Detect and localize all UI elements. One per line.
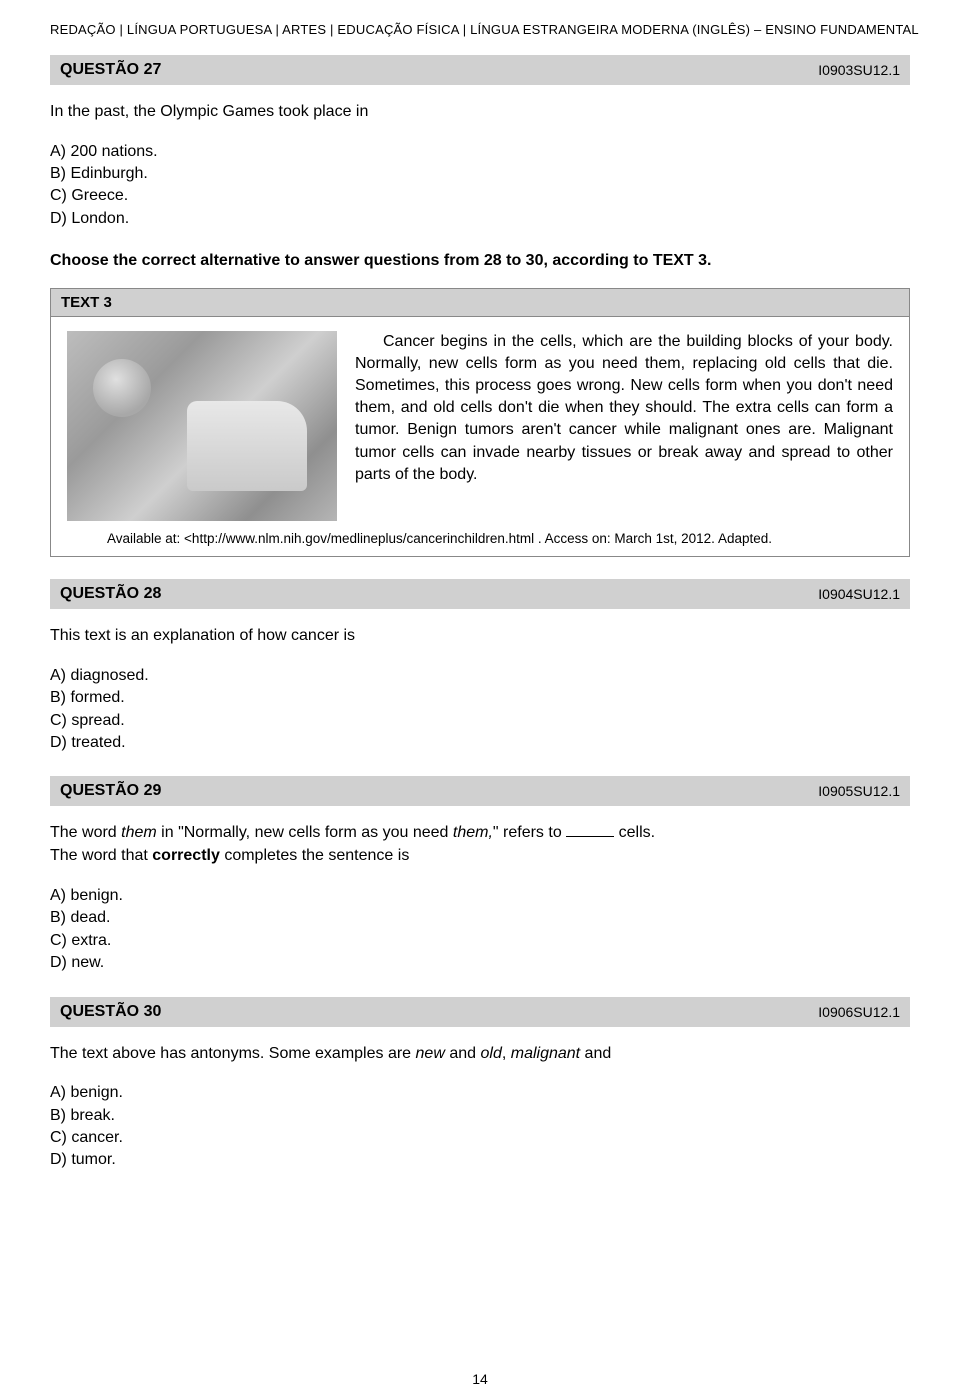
q30-option-d[interactable]: D) tumor.	[50, 1149, 910, 1171]
question-27-options: A) 200 nations. B) Edinburgh. C) Greece.…	[50, 141, 910, 231]
question-29-code: I0905SU12.1	[818, 783, 900, 799]
question-29-bar: QUESTÃO 29 I0905SU12.1	[50, 776, 910, 806]
q28-option-c[interactable]: C) spread.	[50, 710, 910, 732]
q29-option-d[interactable]: D) new.	[50, 952, 910, 974]
q29-stem-part: " refers to	[493, 824, 566, 841]
q29-stem-line2-post: completes the sentence is	[220, 847, 409, 864]
text-3-citation: Available at: <http://www.nlm.nih.gov/me…	[67, 531, 893, 546]
text-3-body: Cancer begins in the cells, which are th…	[51, 317, 909, 556]
q30-option-b[interactable]: B) break.	[50, 1105, 910, 1127]
question-27-title: QUESTÃO 27	[60, 61, 161, 79]
q27-option-b[interactable]: B) Edinburgh.	[50, 163, 910, 185]
text-3-passage: Cancer begins in the cells, which are th…	[355, 331, 893, 486]
question-28-code: I0904SU12.1	[818, 586, 900, 602]
question-30-title: QUESTÃO 30	[60, 1003, 161, 1021]
q30-stem-part: The text above has antonyms. Some exampl…	[50, 1045, 416, 1062]
q28-option-d[interactable]: D) treated.	[50, 732, 910, 754]
q29-option-b[interactable]: B) dead.	[50, 907, 910, 929]
question-29-title: QUESTÃO 29	[60, 782, 161, 800]
q30-option-a[interactable]: A) benign.	[50, 1082, 910, 1104]
q29-stem-part: in "Normally, new cells form as you need	[157, 824, 453, 841]
question-29-options: A) benign. B) dead. C) extra. D) new.	[50, 885, 910, 975]
question-30-code: I0906SU12.1	[818, 1004, 900, 1020]
question-28-stem: This text is an explanation of how cance…	[50, 625, 910, 647]
q29-option-a[interactable]: A) benign.	[50, 885, 910, 907]
question-27-code: I0903SU12.1	[818, 62, 900, 78]
q27-option-c[interactable]: C) Greece.	[50, 185, 910, 207]
q28-option-b[interactable]: B) formed.	[50, 687, 910, 709]
q27-option-d[interactable]: D) London.	[50, 208, 910, 230]
q30-italic-old: old	[480, 1045, 501, 1062]
q30-stem-part: and	[580, 1045, 611, 1062]
question-27-stem: In the past, the Olympic Games took plac…	[50, 101, 910, 123]
question-28-options: A) diagnosed. B) formed. C) spread. D) t…	[50, 665, 910, 755]
q29-stem-italic-2: them,	[453, 824, 493, 841]
q29-option-c[interactable]: C) extra.	[50, 930, 910, 952]
q29-stem-italic-1: them	[121, 824, 157, 841]
question-30-bar: QUESTÃO 30 I0906SU12.1	[50, 997, 910, 1027]
q30-italic-new: new	[416, 1045, 445, 1062]
question-30-stem: The text above has antonyms. Some exampl…	[50, 1043, 910, 1065]
q28-option-a[interactable]: A) diagnosed.	[50, 665, 910, 687]
q29-blank	[566, 836, 614, 837]
text-3-label: TEXT 3	[51, 289, 909, 317]
q30-italic-malignant: malignant	[511, 1045, 580, 1062]
q27-option-a[interactable]: A) 200 nations.	[50, 141, 910, 163]
question-27-bar: QUESTÃO 27 I0903SU12.1	[50, 55, 910, 85]
q29-stem-bold: correctly	[152, 847, 220, 864]
question-28-bar: QUESTÃO 28 I0904SU12.1	[50, 579, 910, 609]
q29-stem-part: cells.	[614, 824, 655, 841]
page-number: 14	[0, 1371, 960, 1387]
instruction-text: Choose the correct alternative to answer…	[50, 252, 910, 270]
question-30-options: A) benign. B) break. C) cancer. D) tumor…	[50, 1082, 910, 1172]
q30-option-c[interactable]: C) cancer.	[50, 1127, 910, 1149]
q30-stem-part: ,	[502, 1045, 511, 1062]
question-28-title: QUESTÃO 28	[60, 585, 161, 603]
q29-stem-line2: The word that	[50, 847, 152, 864]
q30-stem-part: and	[445, 1045, 481, 1062]
text-3-box: TEXT 3 Cancer begins in the cells, which…	[50, 288, 910, 557]
page-header: REDAÇÃO | LÍNGUA PORTUGUESA | ARTES | ED…	[50, 22, 910, 37]
question-29-stem: The word them in "Normally, new cells fo…	[50, 822, 910, 867]
q29-stem-part: The word	[50, 824, 121, 841]
text-3-image	[67, 331, 337, 521]
